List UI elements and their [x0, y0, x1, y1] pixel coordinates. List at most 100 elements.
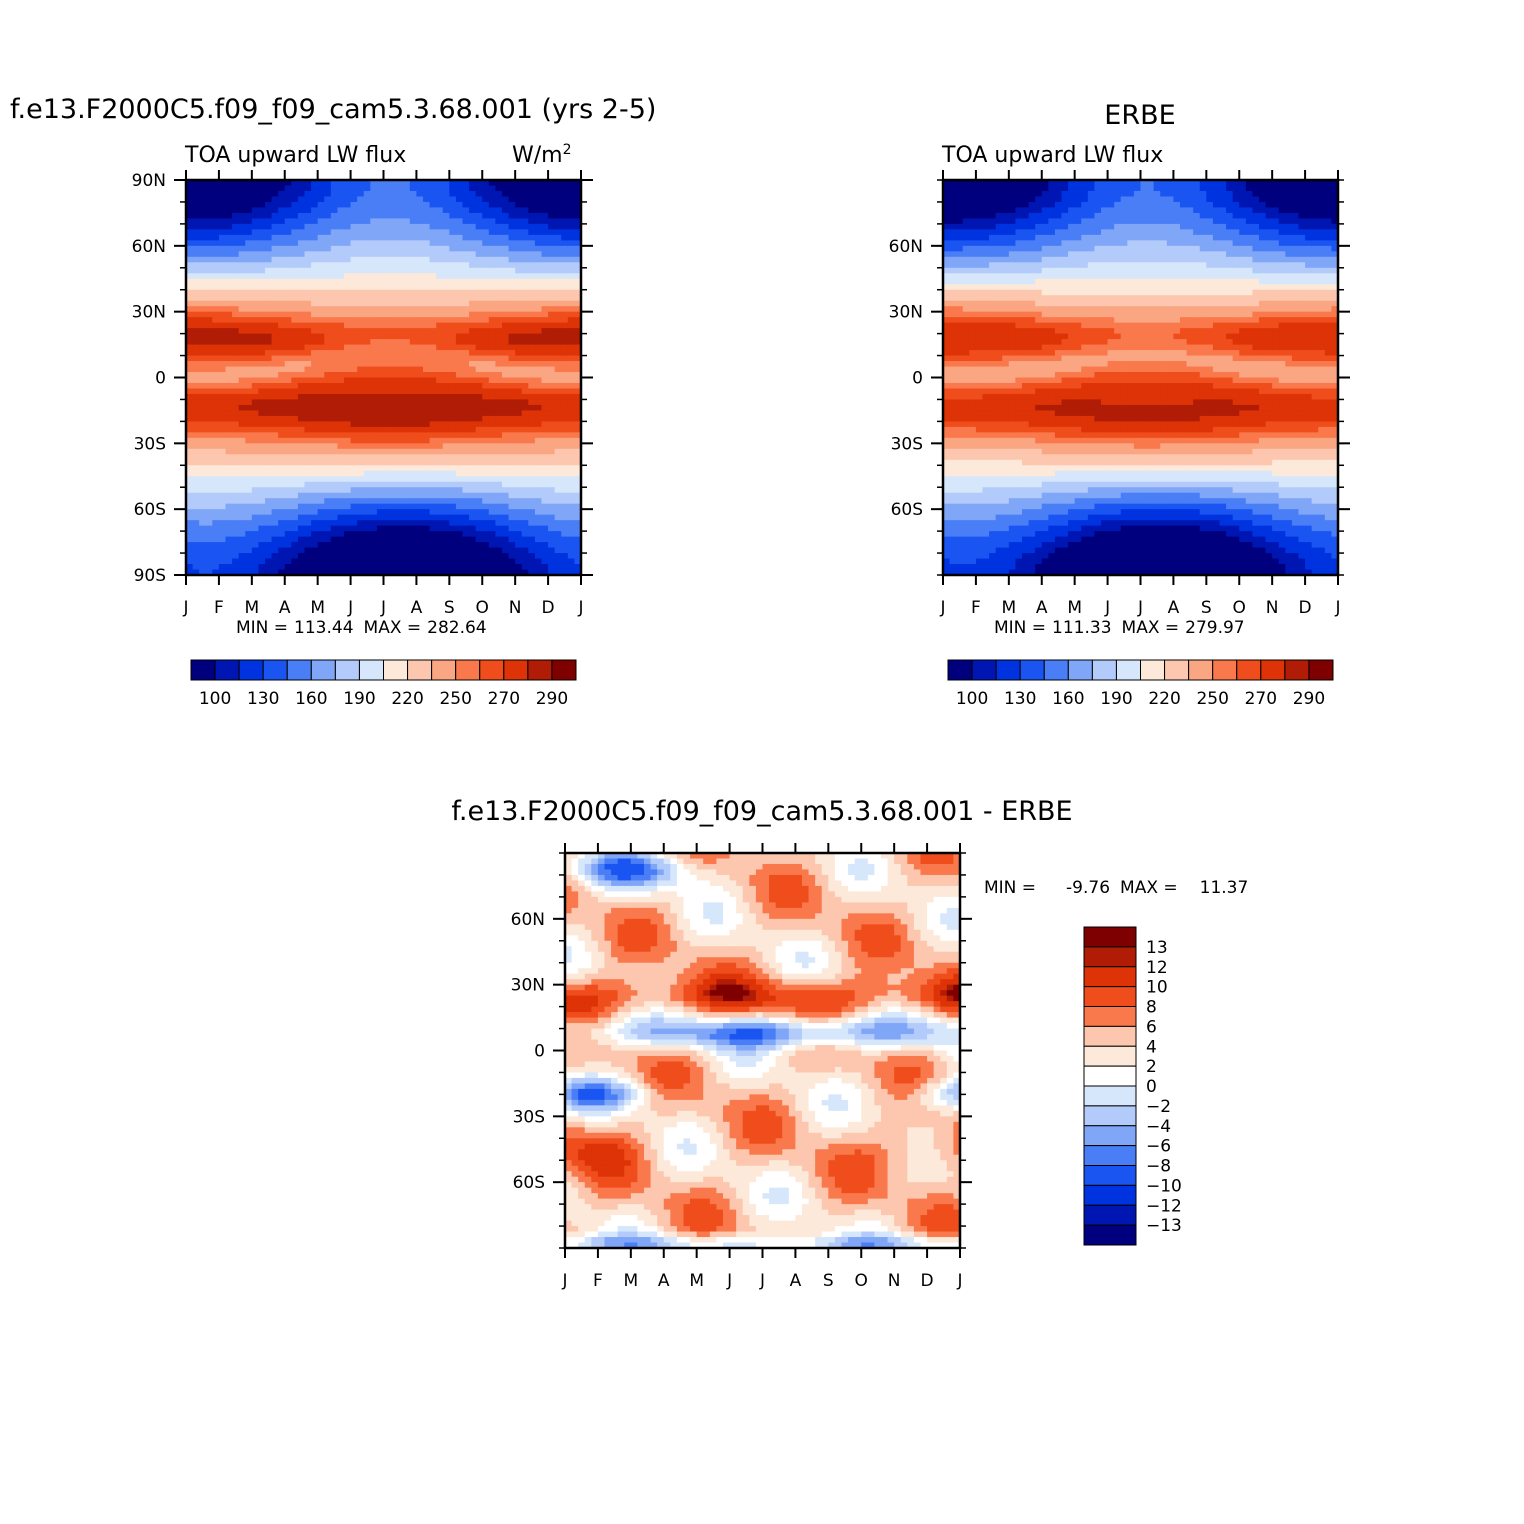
heatmap-cell	[186, 481, 194, 488]
heatmap-cell	[469, 404, 477, 412]
heatmap-cell	[350, 311, 358, 318]
heatmap-cell	[462, 487, 470, 494]
heatmap-cell	[265, 333, 273, 340]
heatmap-cell	[548, 218, 556, 225]
heatmap-cell	[278, 536, 286, 543]
heatmap-cell	[962, 443, 970, 450]
heatmap-cell	[982, 481, 990, 488]
heatmap-cell	[291, 410, 299, 417]
heatmap-cell	[502, 339, 510, 346]
heatmap-cell	[541, 267, 549, 274]
heatmap-cell	[370, 251, 378, 258]
heatmap-cell	[297, 344, 306, 351]
heatmap-cell	[403, 245, 411, 252]
heatmap-cell	[225, 410, 233, 417]
heatmap-cell	[962, 531, 970, 538]
heatmap-cell	[291, 536, 299, 543]
heatmap-cell	[357, 531, 365, 538]
heatmap-cell	[370, 421, 378, 428]
heatmap-cell	[205, 415, 213, 422]
heatmap-cell	[396, 481, 404, 488]
heatmap-cell	[442, 344, 450, 351]
heatmap-cell	[317, 388, 325, 395]
heatmap-cell	[541, 465, 549, 472]
heatmap-cell	[423, 509, 431, 516]
heatmap-cell	[416, 542, 424, 549]
heatmap-cell	[383, 355, 391, 362]
heatmap-cell	[396, 377, 404, 384]
heatmap-cell	[962, 355, 970, 362]
heatmap-cell	[956, 470, 964, 477]
heatmap-cell	[975, 229, 984, 236]
heatmap-cell	[337, 492, 345, 499]
heatmap-cell	[956, 569, 964, 576]
heatmap-cell	[567, 267, 576, 274]
heatmap-cell	[350, 498, 358, 505]
heatmap-cell	[943, 569, 951, 576]
heatmap-cell	[554, 377, 562, 384]
heatmap-cell	[376, 366, 385, 373]
heatmap-cell	[278, 393, 286, 401]
heatmap-cell	[495, 399, 503, 406]
heatmap-cell	[238, 382, 246, 390]
heatmap-cell	[548, 503, 556, 510]
heatmap-cell	[258, 487, 266, 494]
heatmap-cell	[554, 234, 562, 241]
heatmap-cell	[265, 344, 273, 351]
heatmap-cell	[495, 542, 503, 549]
heatmap-cell	[363, 531, 371, 538]
heatmap-cell	[258, 339, 266, 346]
heatmap-cell	[251, 382, 260, 390]
heatmap-cell	[548, 399, 556, 406]
heatmap-cell	[962, 284, 970, 291]
heatmap-cell	[218, 322, 227, 329]
heatmap-cell	[975, 333, 984, 340]
heatmap-cell	[521, 284, 529, 291]
heatmap-cell	[330, 322, 339, 329]
heatmap-cell	[186, 190, 194, 198]
heatmap-cell	[574, 284, 582, 291]
heatmap-cell	[192, 366, 200, 373]
heatmap-cell	[508, 289, 516, 296]
heatmap-cell	[311, 180, 319, 187]
heatmap-cell	[271, 465, 279, 472]
heatmap-cell	[344, 262, 352, 269]
heatmap-cell	[324, 465, 332, 472]
heatmap-cell	[469, 223, 477, 230]
heatmap-cell	[495, 476, 503, 483]
heatmap-cell	[989, 284, 997, 291]
heatmap-cell	[403, 361, 411, 368]
heatmap-cell	[449, 525, 457, 532]
heatmap-cell	[475, 295, 483, 302]
heatmap-cell	[344, 207, 352, 214]
heatmap-cell	[271, 333, 279, 340]
heatmap-cell	[218, 536, 227, 543]
heatmap-cell	[962, 503, 970, 510]
heatmap-cell	[495, 492, 503, 499]
heatmap-cell	[508, 251, 516, 258]
heatmap-cell	[515, 229, 523, 236]
heatmap-cell	[567, 536, 576, 543]
heatmap-cell	[205, 333, 213, 340]
heatmap-cell	[515, 470, 523, 477]
heatmap-cell	[975, 569, 984, 576]
heatmap-cell	[482, 558, 490, 565]
heatmap-cell	[561, 437, 569, 444]
heatmap-cell	[271, 569, 279, 576]
heatmap-cell	[232, 448, 240, 455]
heatmap-cell	[218, 339, 227, 346]
heatmap-cell	[423, 344, 431, 351]
heatmap-cell	[969, 180, 977, 187]
heatmap-cell	[455, 355, 464, 362]
heatmap-cell	[284, 470, 292, 477]
heatmap-cell	[469, 372, 477, 379]
heatmap-cell	[548, 317, 556, 324]
heatmap-cell	[508, 361, 516, 368]
heatmap-cell	[956, 306, 964, 313]
heatmap-cell	[534, 481, 543, 488]
heatmap-cell	[521, 295, 529, 302]
heatmap-cell	[284, 317, 292, 324]
heatmap-cell	[482, 201, 490, 209]
heatmap-cell	[962, 218, 970, 225]
heatmap-cell	[284, 212, 292, 220]
